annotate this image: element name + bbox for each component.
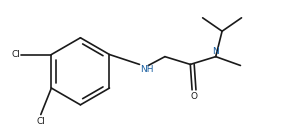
Text: NH: NH xyxy=(140,65,154,74)
Text: N: N xyxy=(212,47,219,56)
Text: O: O xyxy=(191,92,198,101)
Text: Cl: Cl xyxy=(11,50,20,59)
Text: Cl: Cl xyxy=(36,117,45,126)
